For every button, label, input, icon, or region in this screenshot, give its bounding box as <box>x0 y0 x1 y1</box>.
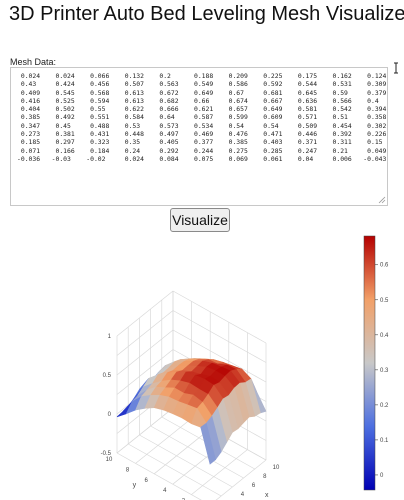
wall-gridline <box>172 310 267 363</box>
surface-plot-svg[interactable]: 0246810x0246810y00.51-0.5 <box>0 234 350 500</box>
mesh-data-label: Mesh Data: <box>10 57 57 67</box>
x-tick-label: 4 <box>241 492 245 498</box>
floor-gridline <box>191 449 248 495</box>
y-tick-label: 4 <box>163 488 167 494</box>
colorbar-tick-label: 0.2 <box>380 403 389 409</box>
colorbar-gradient <box>363 235 376 491</box>
z-tick-label: 0.5 <box>103 373 112 379</box>
colorbar-tick-label: 0.6 <box>380 263 389 269</box>
y-tick-label: 8 <box>126 467 130 473</box>
floor-gridline <box>135 418 192 464</box>
colorbar-tick-label: 0 <box>380 473 384 479</box>
floor-gridline <box>153 428 211 475</box>
wall-gridline <box>172 329 267 383</box>
x-tick-label: 8 <box>263 474 267 480</box>
floor-gridline <box>128 443 222 497</box>
mesh-data-textarea[interactable]: 0.024 0.024 0.066 0.132 0.2 0.188 0.209 … <box>10 67 388 206</box>
wall-gridline <box>116 310 174 356</box>
wall-gridline <box>116 329 174 376</box>
floor-gridline <box>116 452 202 500</box>
wall-gridline <box>116 290 174 337</box>
mesh-data-text[interactable]: 0.024 0.024 0.066 0.132 0.2 0.188 0.209 … <box>17 72 387 163</box>
colorbar-tick-label: 0.3 <box>380 368 389 374</box>
wall-gridline <box>116 407 174 454</box>
colorbar: 0 0.1 0.2 0.3 0.4 0.5 0.6 <box>363 235 389 491</box>
surface-patch <box>200 422 216 465</box>
colorbar-tick-label: 0.4 <box>380 333 389 339</box>
floor-gridline <box>139 434 233 488</box>
surface-plot[interactable]: 0246810x0246810y00.51-0.5 00.10.20.30.40… <box>0 234 404 500</box>
x-tick-label: 6 <box>252 483 256 489</box>
resize-grip-icon[interactable] <box>378 196 386 204</box>
colorbar-tick-label: 0.1 <box>380 438 389 444</box>
surface-mesh <box>116 358 267 465</box>
colorbar-tick-label: 0.5 <box>380 298 389 304</box>
floor-gridline <box>150 425 244 479</box>
wall-gridline <box>116 349 174 395</box>
wall-gridline <box>172 290 267 344</box>
z-tick-label: 1 <box>108 334 112 340</box>
page-title: 3D Printer Auto Bed Leveling Mesh Visual… <box>9 3 404 25</box>
visualize-button[interactable]: Visualize <box>170 208 230 232</box>
x-tick-label: 10 <box>273 465 280 471</box>
y-tick-label: 10 <box>106 457 113 463</box>
y-axis-label: y <box>133 482 137 489</box>
y-tick-label: 6 <box>145 478 149 484</box>
z-tick-label: -0.5 <box>101 451 112 457</box>
y-tick-label: 2 <box>182 499 186 500</box>
x-axis-label: x <box>265 492 269 499</box>
z-tick-label: 0 <box>108 412 112 418</box>
floor-gridline <box>215 459 267 500</box>
axis-ticks: 0246810x0246810y00.51-0.5 <box>101 334 280 500</box>
cursor-icon <box>394 62 398 74</box>
